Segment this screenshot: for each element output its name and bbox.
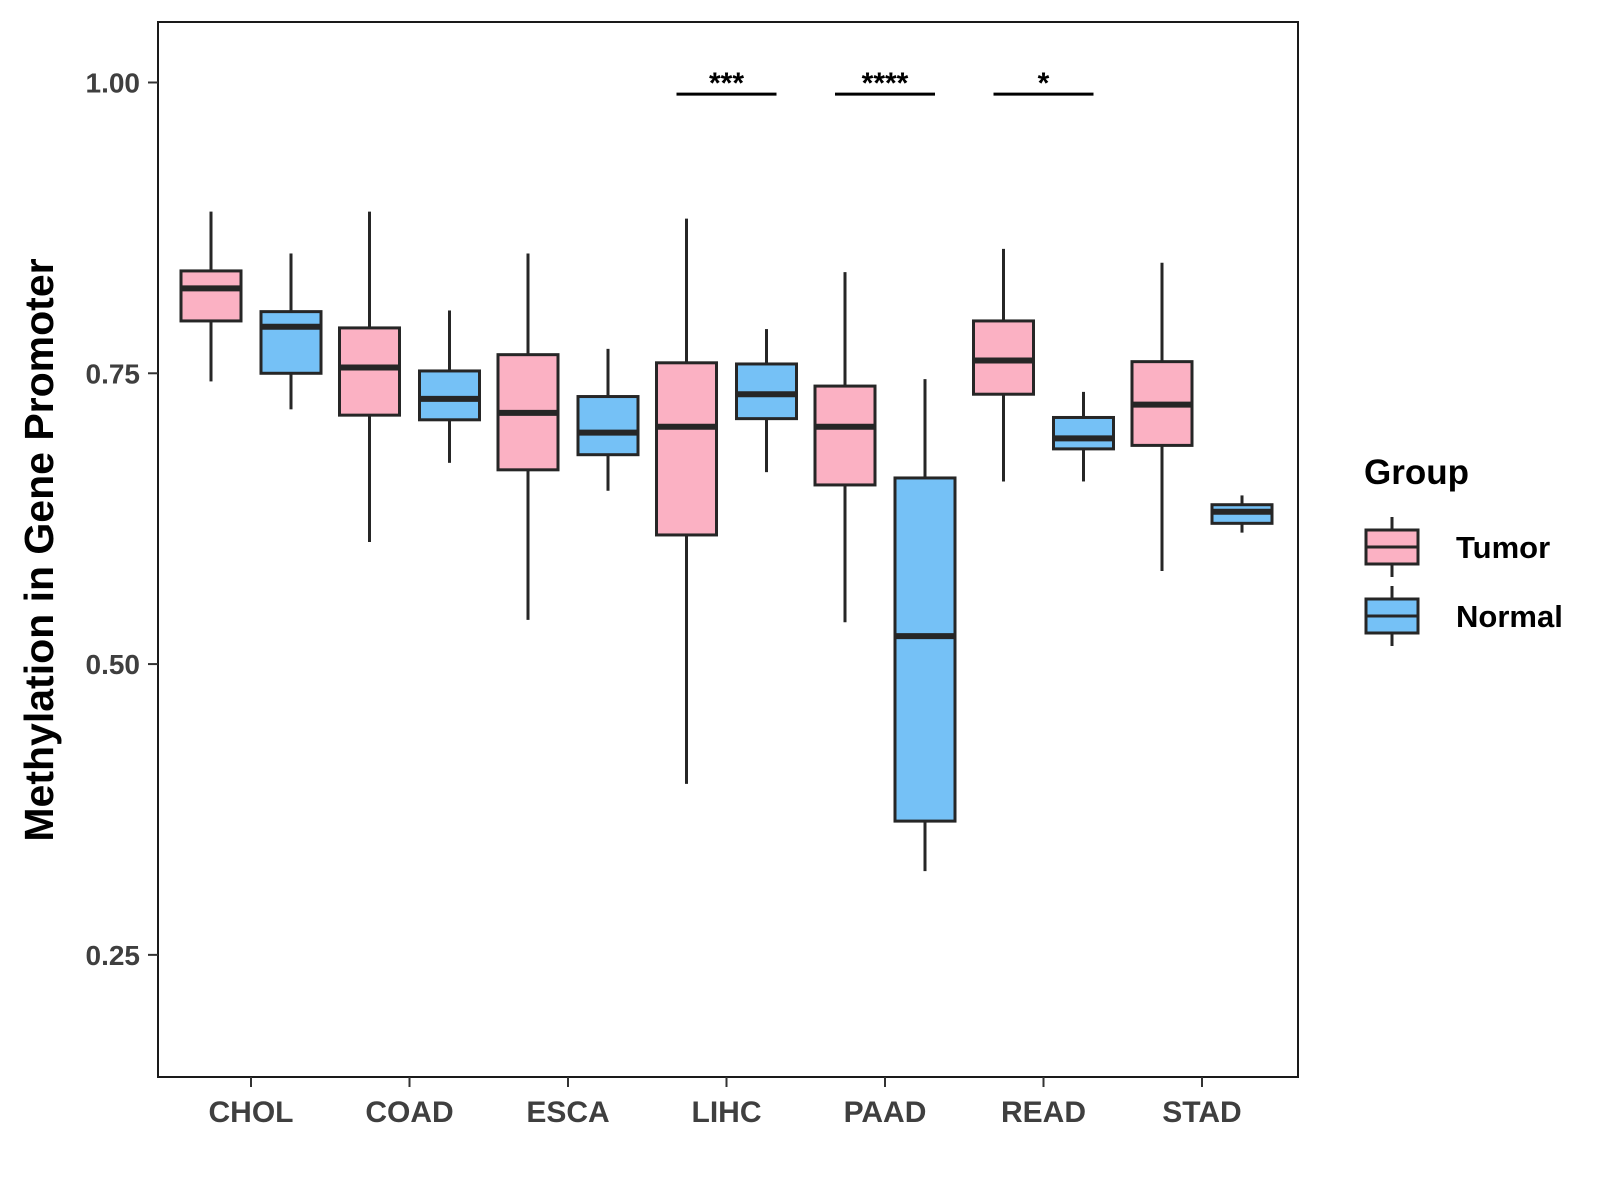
y-axis-label: Methylation in Gene Promoter (16, 258, 62, 841)
box-body (1052, 415, 1115, 451)
box-normal-chol (259, 253, 323, 410)
x-axis: CHOL COAD ESCA LIHC PAAD READ STAD (209, 1077, 1242, 1129)
box-body (418, 369, 481, 422)
x-tick-label-lihc: LIHC (692, 1096, 762, 1129)
box-tumor-lihc (655, 218, 718, 784)
box-normal-stad (1210, 495, 1274, 533)
x-tick-label-read: READ (1001, 1096, 1086, 1129)
legend: Group Tumor Normal (1364, 453, 1563, 646)
box-body (576, 395, 640, 457)
box-normal-coad (418, 310, 481, 463)
significance-label: **** (862, 67, 909, 100)
legend-label-normal: Normal (1456, 599, 1563, 634)
x-tick-label-paad: PAAD (844, 1096, 927, 1129)
significance-read: * (993, 67, 1094, 100)
x-tick-label-stad: STAD (1162, 1096, 1241, 1129)
box-normal-esca (576, 348, 640, 491)
significance-label: * (1038, 67, 1050, 100)
legend-entries: Tumor Normal (1364, 517, 1563, 646)
x-tick-label-coad: COAD (365, 1096, 453, 1129)
y-tick-label: 1.00 (86, 67, 141, 98)
box-tumor-esca (496, 253, 560, 620)
legend-title: Group (1364, 453, 1469, 492)
x-tick-label-chol: CHOL (209, 1096, 294, 1129)
y-tick-label: 0.25 (86, 940, 141, 971)
box-tumor-stad (1130, 262, 1194, 572)
box-body (338, 326, 401, 417)
y-tick-label: 0.50 (86, 649, 141, 680)
box-normal-read (1052, 391, 1115, 482)
box-body (893, 476, 957, 823)
significance-label: *** (709, 67, 744, 100)
box-normal-paad (893, 379, 957, 872)
legend-item-normal: Normal (1364, 586, 1563, 646)
legend-label-tumor: Tumor (1456, 530, 1550, 565)
box-body (813, 384, 877, 487)
box-body (655, 361, 718, 537)
box-body (259, 310, 323, 375)
plot-panel-border (157, 21, 1299, 1078)
box-tumor-chol (179, 211, 243, 382)
significance-lihc: *** (676, 67, 777, 100)
y-tick-label: 0.75 (86, 358, 141, 389)
box-tumor-paad (813, 272, 877, 623)
boxes-layer (179, 211, 1274, 872)
significance-paad: **** (835, 67, 935, 100)
x-tick-label-esca: ESCA (526, 1096, 609, 1129)
y-axis: 0.25 0.50 0.75 1.00 (86, 67, 158, 971)
box-normal-lihc (735, 329, 798, 473)
box-body (179, 269, 243, 323)
box-tumor-coad (338, 211, 401, 542)
significance-annotations: *** **** * (676, 67, 1094, 100)
legend-item-tumor: Tumor (1364, 517, 1550, 577)
box-tumor-read (972, 248, 1035, 482)
